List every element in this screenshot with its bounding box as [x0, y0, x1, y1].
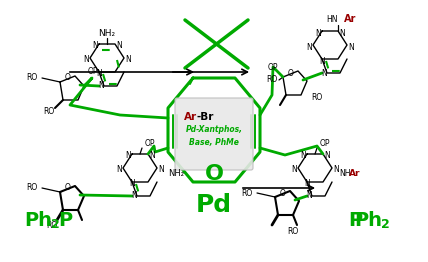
Text: 2: 2	[380, 219, 389, 232]
Text: RO: RO	[27, 183, 38, 193]
Text: N: N	[92, 41, 98, 51]
Text: HN: HN	[327, 14, 338, 24]
Text: N: N	[116, 41, 122, 51]
Text: N: N	[333, 166, 339, 174]
Text: Ar: Ar	[349, 168, 360, 177]
Text: NH₂: NH₂	[98, 30, 116, 39]
Text: RO: RO	[287, 227, 299, 236]
Text: P: P	[348, 210, 362, 230]
Text: -Br: -Br	[197, 112, 214, 122]
Text: OP: OP	[320, 139, 330, 149]
Text: RO: RO	[47, 221, 58, 231]
Text: N: N	[125, 151, 131, 161]
Text: O: O	[288, 68, 294, 78]
Text: Base, PhMe: Base, PhMe	[189, 138, 239, 146]
Text: N: N	[321, 68, 327, 78]
Text: N: N	[83, 56, 89, 64]
Text: N: N	[158, 166, 164, 174]
Text: P: P	[58, 210, 72, 230]
Text: Pd: Pd	[196, 193, 232, 217]
Text: O: O	[280, 188, 286, 198]
Text: N: N	[324, 151, 330, 161]
Text: N: N	[291, 166, 297, 174]
Text: Pd-Xantphos,: Pd-Xantphos,	[185, 125, 243, 134]
Text: Ar: Ar	[344, 14, 357, 24]
Text: N: N	[339, 29, 345, 37]
Text: OP: OP	[268, 63, 278, 72]
Text: 2: 2	[51, 219, 59, 232]
Text: OP: OP	[145, 139, 155, 149]
Text: OP: OP	[88, 68, 98, 77]
Text: Ph: Ph	[24, 210, 52, 230]
Text: N: N	[300, 151, 306, 161]
Text: N: N	[96, 69, 102, 79]
Text: O: O	[65, 183, 71, 193]
Text: NH: NH	[339, 168, 351, 177]
Text: RO: RO	[242, 188, 253, 198]
Text: N: N	[304, 179, 310, 188]
Text: NH₂: NH₂	[168, 168, 184, 177]
Text: N: N	[306, 192, 312, 200]
Text: N: N	[306, 42, 312, 52]
FancyBboxPatch shape	[175, 98, 253, 170]
Text: O: O	[65, 74, 71, 83]
Text: N: N	[116, 166, 122, 174]
Text: N: N	[129, 179, 135, 188]
Text: RO: RO	[27, 74, 38, 83]
Text: Ar: Ar	[184, 112, 197, 122]
Text: N: N	[149, 151, 155, 161]
Text: N: N	[348, 42, 354, 52]
Text: RO: RO	[267, 75, 278, 85]
Text: N: N	[125, 56, 131, 64]
Text: O: O	[205, 164, 223, 184]
Text: N: N	[319, 57, 325, 66]
Text: N: N	[98, 81, 104, 90]
Text: N: N	[131, 192, 137, 200]
Text: Ph: Ph	[354, 210, 382, 230]
Text: RO: RO	[311, 92, 322, 101]
Text: RO: RO	[44, 107, 55, 117]
Text: N: N	[315, 29, 321, 37]
